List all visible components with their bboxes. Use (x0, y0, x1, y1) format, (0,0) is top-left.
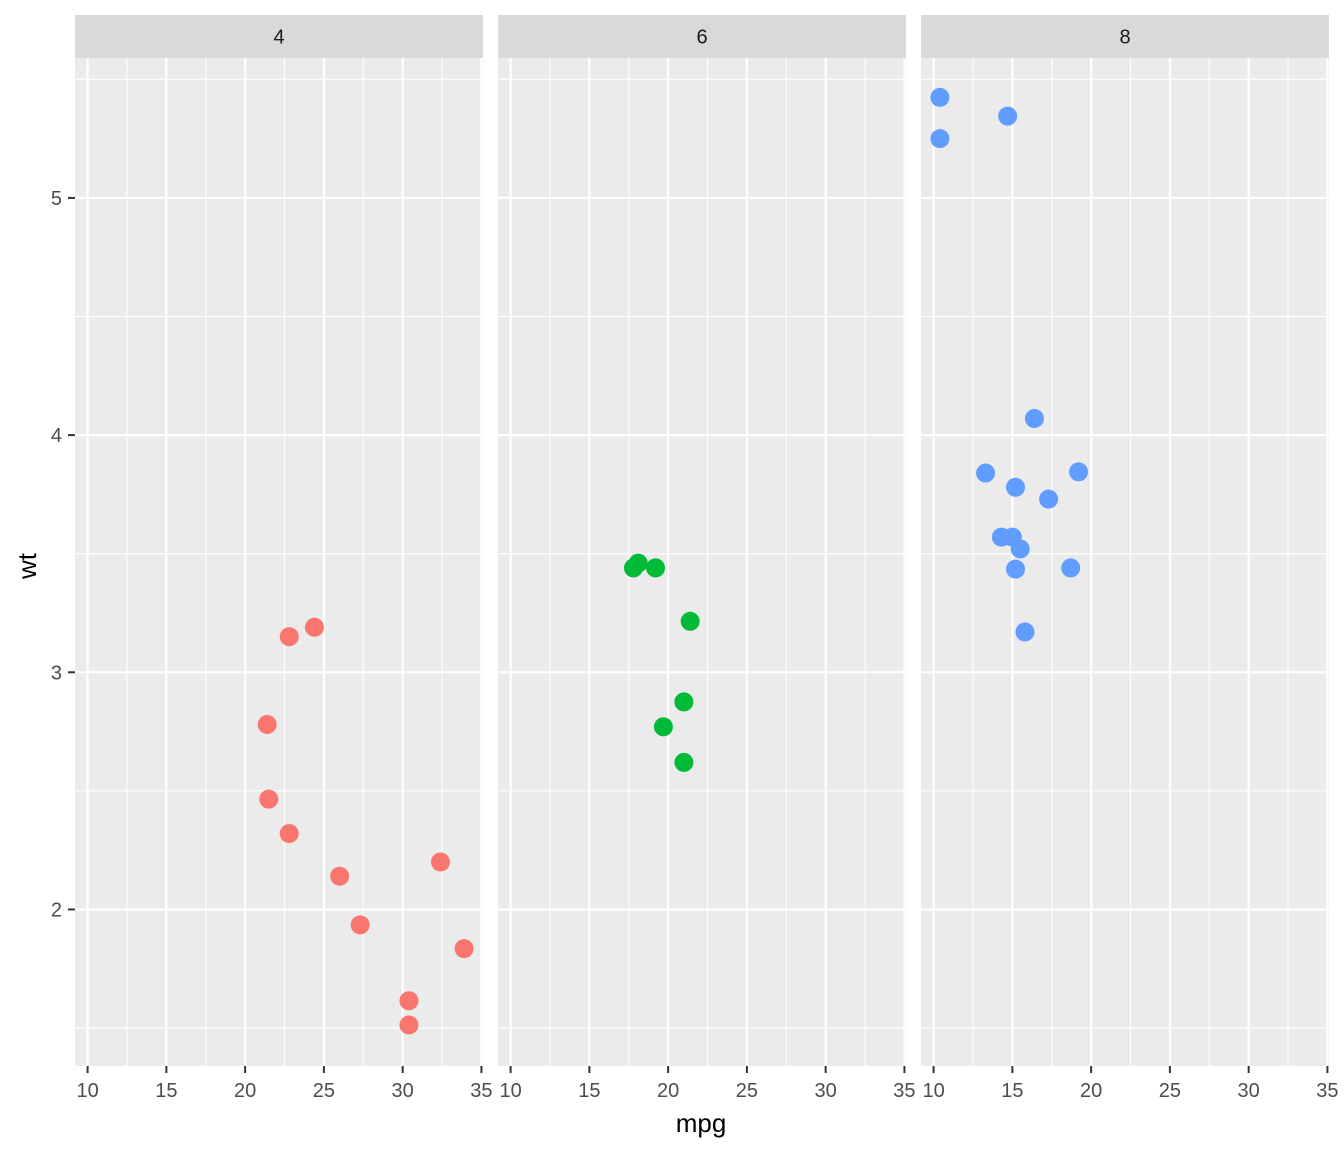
x-tick-label: 25 (313, 1080, 335, 1102)
data-point (653, 717, 673, 737)
panel-background (75, 58, 483, 1066)
data-point (399, 1015, 419, 1035)
facet-panel-8: 8 (921, 15, 1329, 1066)
panel-background (498, 58, 906, 1066)
data-point (399, 991, 419, 1011)
facet-strip-label: 8 (1119, 27, 1130, 49)
data-point (646, 558, 666, 578)
data-point (1006, 559, 1026, 579)
panels-layer: 4 6 8 (75, 15, 1329, 1066)
data-point (1015, 622, 1035, 642)
x-tick-label: 35 (893, 1080, 915, 1102)
data-point (674, 752, 694, 772)
data-point (1024, 409, 1044, 429)
x-axis-title: mpg (676, 1108, 727, 1138)
data-point (680, 611, 700, 631)
y-axis-title: wt (12, 552, 42, 580)
facet-strip (498, 15, 906, 58)
x-tick-label: 20 (1080, 1080, 1102, 1102)
x-tick-label: 15 (155, 1080, 177, 1102)
data-point (1069, 462, 1089, 482)
x-tick-label: 30 (392, 1080, 414, 1102)
data-point (304, 617, 324, 637)
x-tick-label: 25 (1159, 1080, 1181, 1102)
data-point (976, 463, 996, 483)
x-tick-label: 35 (1316, 1080, 1338, 1102)
data-point (930, 87, 950, 107)
facet-panel-6: 6 (498, 15, 906, 1066)
facet-panel-4: 4 (75, 15, 483, 1066)
data-point (350, 915, 370, 935)
y-tick-label: 3 (51, 662, 62, 684)
x-tick-label: 35 (470, 1080, 492, 1102)
data-point (1006, 477, 1026, 497)
facet-strip-label: 4 (273, 27, 284, 49)
data-point (623, 558, 643, 578)
x-tick-label: 30 (815, 1080, 837, 1102)
facet-strip (75, 15, 483, 58)
data-point (1002, 527, 1022, 547)
x-tick-label: 20 (657, 1080, 679, 1102)
panel-background (921, 58, 1329, 1066)
data-point (1061, 558, 1081, 578)
data-point (330, 866, 350, 886)
y-tick-label: 2 (51, 899, 62, 921)
x-tick-label: 10 (499, 1080, 521, 1102)
x-tick-label: 15 (578, 1080, 600, 1102)
data-point (259, 789, 279, 809)
y-tick-label: 5 (51, 188, 62, 210)
data-point (430, 852, 450, 872)
x-axis: 10 15 20 25 30 35 10 15 20 25 30 35 10 15 20 25 30 35 (76, 1066, 1339, 1102)
data-point (1039, 489, 1059, 509)
data-point (454, 939, 474, 959)
data-point (998, 106, 1018, 126)
x-tick-label: 10 (922, 1080, 944, 1102)
data-point (279, 824, 299, 844)
x-tick-label: 25 (736, 1080, 758, 1102)
x-tick-label: 15 (1001, 1080, 1023, 1102)
x-tick-label: 10 (76, 1080, 98, 1102)
facet-strip-label: 6 (696, 27, 707, 49)
facet-strip (921, 15, 1329, 58)
data-point (930, 129, 950, 149)
data-point (674, 692, 694, 712)
x-tick-label: 30 (1238, 1080, 1260, 1102)
data-point (257, 714, 277, 734)
data-point (279, 627, 299, 647)
x-tick-label: 20 (234, 1080, 256, 1102)
y-axis: 2 3 4 5 (51, 188, 75, 921)
y-tick-label: 4 (51, 425, 62, 447)
